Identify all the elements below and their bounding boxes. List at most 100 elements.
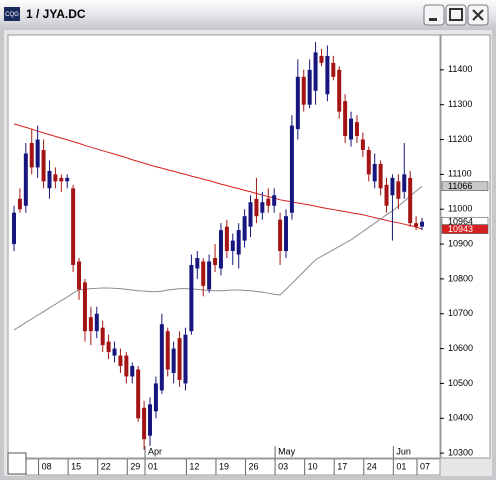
candle	[82, 278, 87, 342]
candle-body	[414, 223, 419, 227]
candle	[414, 216, 419, 231]
candle	[289, 115, 294, 220]
ma-slow-last-box	[441, 181, 489, 192]
candle	[23, 143, 28, 213]
candle-body	[88, 317, 93, 332]
candle-body	[337, 69, 342, 112]
app-icon	[4, 7, 20, 21]
candle	[177, 331, 182, 387]
candle-body	[354, 122, 359, 137]
candle	[337, 66, 342, 119]
title-bar	[0, 0, 496, 30]
x-tick-label: 22	[101, 461, 111, 471]
candle-body	[130, 366, 135, 377]
candle	[189, 254, 194, 335]
candle	[100, 320, 105, 353]
candle-body	[278, 219, 283, 252]
candle	[307, 59, 312, 109]
candle	[53, 167, 58, 189]
candle	[218, 223, 223, 276]
corner-box[interactable]	[7, 452, 27, 475]
maximize-button[interactable]	[445, 4, 467, 26]
candle-body	[390, 177, 395, 196]
candle	[17, 188, 22, 213]
candle	[278, 212, 283, 265]
candle-body	[112, 348, 117, 356]
candle	[284, 209, 288, 258]
candle	[183, 327, 188, 391]
candle	[390, 174, 395, 241]
candle-body	[313, 52, 318, 91]
close-last-label: 10964	[448, 217, 473, 227]
month-label: Jun	[396, 446, 411, 456]
candle-body	[242, 216, 247, 241]
candle-body	[171, 348, 176, 373]
candle	[236, 223, 241, 269]
candle-body	[47, 170, 52, 189]
time-axis	[25, 458, 441, 476]
y-tick-label: 10800	[448, 273, 473, 283]
candle-body	[284, 216, 288, 252]
candle	[319, 48, 324, 67]
candle	[106, 334, 111, 360]
candle	[59, 174, 64, 192]
candle-body	[384, 184, 389, 206]
x-tick-label: 01	[396, 461, 406, 471]
candle-body	[224, 226, 229, 252]
candle	[94, 306, 99, 339]
candle	[35, 125, 40, 178]
candle-body	[41, 149, 46, 182]
button-glyph	[429, 18, 437, 21]
close-button[interactable]	[467, 4, 489, 26]
candle-body	[189, 264, 194, 332]
app-icon-text: CQG	[5, 12, 19, 18]
x-tick-label: 07	[420, 461, 430, 471]
minimize-button[interactable]	[423, 4, 445, 26]
candle-body	[29, 143, 34, 168]
candle-body	[331, 62, 336, 77]
x-tick-label: 19	[219, 461, 229, 471]
candle-body	[260, 202, 265, 213]
x-tick-label: 29	[130, 461, 140, 471]
candle-body	[177, 338, 182, 380]
chart: 10300 10400 10500 10600 10700 10800 10900 11000…	[12, 41, 489, 475]
button-face[interactable]	[423, 4, 445, 26]
candle	[343, 94, 348, 144]
candle-body	[319, 55, 324, 63]
candle	[118, 348, 123, 373]
ma-slow-last-label: 11066	[448, 181, 472, 191]
candle-body	[325, 55, 330, 95]
y-tick-label: 10900	[448, 238, 473, 248]
candle-body	[408, 177, 413, 224]
candle	[130, 362, 135, 384]
candle-body	[366, 149, 371, 175]
candle-body	[218, 230, 223, 269]
candle	[195, 251, 200, 279]
candle-body	[94, 313, 99, 332]
candle	[260, 191, 265, 220]
candle-body	[230, 240, 235, 252]
candle	[159, 313, 164, 394]
y-tick-label: 11300	[448, 99, 472, 109]
x-tick-label: 15	[71, 461, 81, 471]
y-tick-label: 11000	[448, 204, 472, 214]
button-glyph	[449, 8, 463, 21]
y-tick-label: 10600	[448, 343, 473, 353]
candle	[12, 205, 16, 252]
candle-body	[59, 177, 64, 182]
y-tick-label: 10400	[448, 413, 473, 423]
x-tick-label: 01	[148, 461, 158, 471]
x-tick-label: 08	[42, 461, 52, 471]
candle	[366, 146, 371, 182]
candle-body	[35, 139, 40, 168]
candle-body	[183, 334, 188, 384]
y-tick-label: 11100	[448, 169, 472, 179]
candle	[213, 244, 218, 272]
candle-body	[254, 198, 259, 217]
x-tick-label: 10	[308, 461, 318, 471]
price-axis	[440, 34, 491, 459]
y-tick-label: 11200	[448, 134, 472, 144]
candle	[153, 376, 158, 419]
candle	[354, 115, 359, 144]
candle	[301, 69, 306, 112]
